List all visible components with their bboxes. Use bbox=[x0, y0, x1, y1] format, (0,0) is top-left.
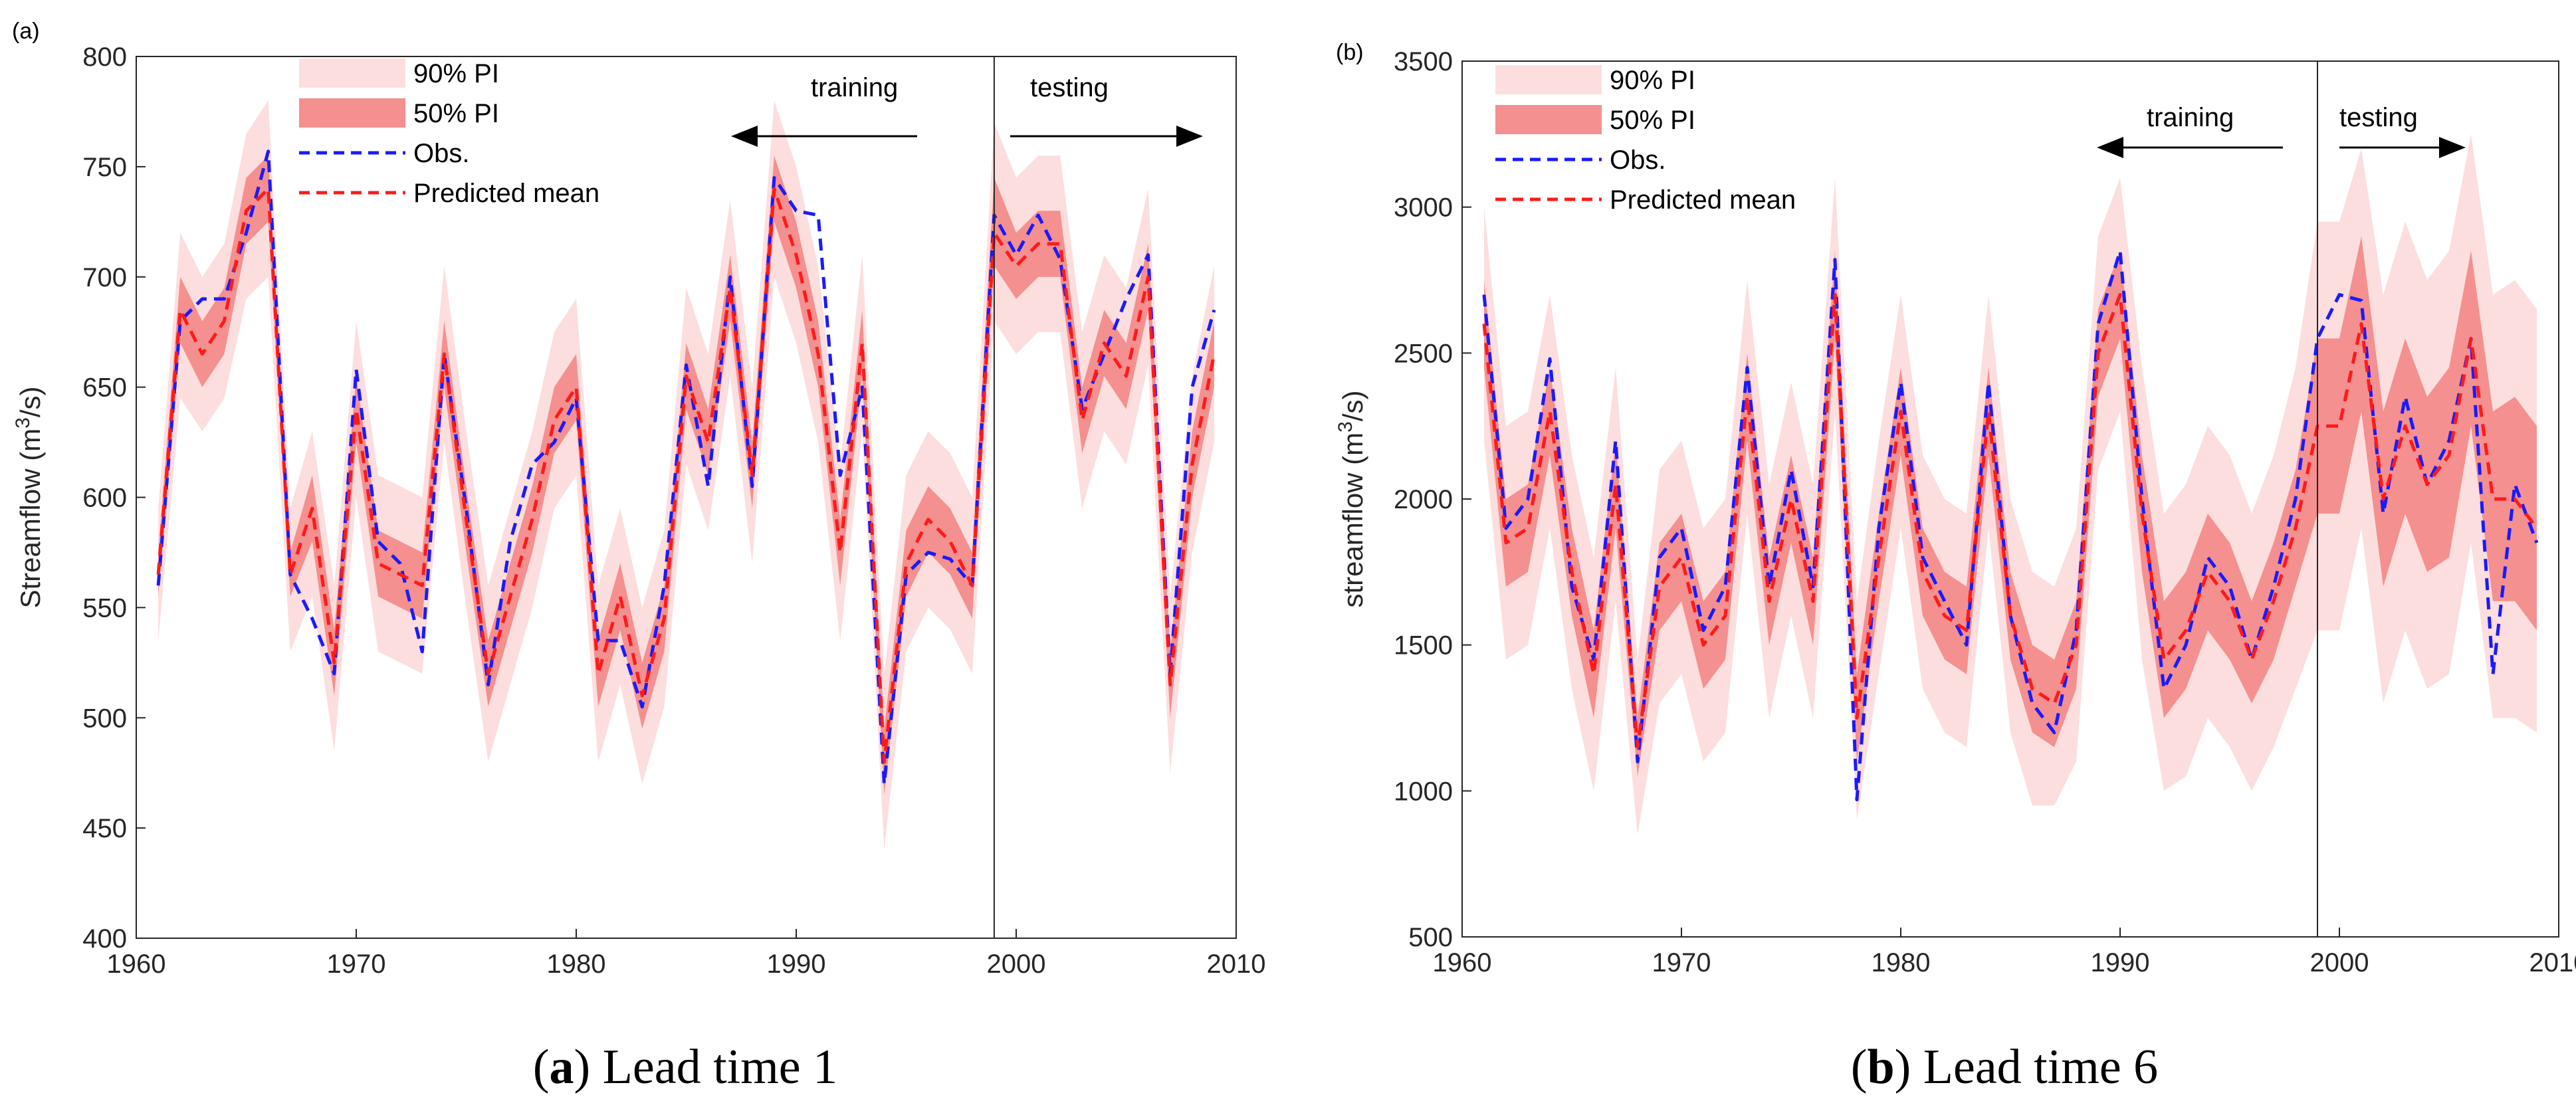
y-tick-label: 3500 bbox=[1394, 47, 1453, 76]
obs-line bbox=[156, 150, 1216, 786]
x-tick-label: 1990 bbox=[2091, 948, 2150, 977]
x-tick-label: 1960 bbox=[107, 950, 166, 979]
panel-b-caption: (b) Lead time 6 bbox=[1851, 1040, 2158, 1094]
legend-label-50pi: 50% PI bbox=[413, 99, 499, 128]
panel-b-training-arrowhead bbox=[2097, 137, 2123, 158]
panel-a-testing-arrowhead bbox=[1176, 126, 1203, 147]
legend-swatch-50pi bbox=[1495, 105, 1602, 134]
legend-swatch-50pi bbox=[299, 98, 405, 128]
y-tick-label: 750 bbox=[82, 153, 127, 182]
y-tick-label: 700 bbox=[82, 263, 127, 292]
y-tick-label: 500 bbox=[1408, 923, 1453, 952]
panel-b-y-ticks: 500 1000 1500 2000 2500 3000 3500 bbox=[1394, 47, 1471, 952]
predicted-mean-line bbox=[1482, 293, 2538, 749]
legend-label-mean: Predicted mean bbox=[413, 179, 599, 208]
x-tick-label: 1970 bbox=[1652, 948, 1711, 977]
panel-a-bands bbox=[158, 100, 1214, 851]
panel-b-y-axis-label: streamflow (m3/s) bbox=[1335, 390, 1368, 607]
panel-a-y-ticks: 400 450 500 550 600 650 700 750 800 bbox=[82, 43, 146, 953]
panel-b: 1960 1970 1980 1990 2000 2010 500 1000 1500 2000… bbox=[1335, 40, 2576, 1094]
panel-a-training-arrowhead bbox=[731, 126, 758, 147]
y-tick-label: 600 bbox=[82, 484, 127, 513]
panel-a-training-label: training bbox=[811, 73, 898, 102]
pi90-band bbox=[158, 100, 1214, 851]
y-tick-label: 1500 bbox=[1394, 631, 1453, 660]
x-tick-label: 1960 bbox=[1433, 948, 1492, 977]
y-tick-label: 450 bbox=[82, 814, 127, 843]
legend-label-90pi: 90% PI bbox=[1610, 66, 1695, 95]
panel-a-caption: (a) Lead time 1 bbox=[533, 1040, 837, 1094]
y-tick-label: 2500 bbox=[1394, 339, 1453, 368]
panel-b-testing-arrowhead bbox=[2439, 137, 2466, 158]
y-tick-label: 1000 bbox=[1394, 777, 1453, 806]
y-tick-label: 800 bbox=[82, 43, 127, 72]
panel-a-testing-label: testing bbox=[1030, 73, 1109, 102]
legend-swatch-90pi bbox=[299, 58, 405, 88]
legend-label-obs: Obs. bbox=[1610, 146, 1665, 175]
x-tick-label: 1980 bbox=[1872, 948, 1931, 977]
y-tick-label: 500 bbox=[82, 704, 127, 733]
legend-swatch-90pi bbox=[1495, 65, 1602, 94]
x-tick-label: 2010 bbox=[1207, 950, 1266, 979]
y-tick-label: 650 bbox=[82, 373, 127, 403]
panel-b-training-label: training bbox=[2147, 103, 2234, 132]
x-tick-label: 2000 bbox=[987, 950, 1046, 979]
panel-b-x-ticks: 1960 1970 1980 1990 2000 2010 bbox=[1433, 928, 2576, 977]
panel-b-testing-label: testing bbox=[2339, 103, 2418, 132]
y-tick-label: 3000 bbox=[1394, 193, 1453, 223]
x-tick-label: 2000 bbox=[2310, 948, 2369, 977]
x-tick-label: 1980 bbox=[547, 950, 606, 979]
predicted-mean-line bbox=[156, 187, 1216, 764]
y-tick-label: 400 bbox=[82, 924, 127, 953]
panel-b-legend: 90% PI 50% PI Obs. Predicted mean bbox=[1495, 65, 1796, 215]
legend-label-90pi: 90% PI bbox=[413, 59, 499, 88]
panel-a-label: (a) bbox=[12, 19, 40, 44]
panel-b-lines bbox=[1482, 249, 2539, 801]
panel-a-y-axis-label: Streamflow (m3/s) bbox=[12, 386, 46, 608]
x-tick-label: 1970 bbox=[327, 950, 386, 979]
panel-a-legend: 90% PI 50% PI Obs. Predicted mean bbox=[299, 58, 599, 208]
y-tick-label: 550 bbox=[82, 593, 127, 623]
x-tick-label: 2010 bbox=[2529, 948, 2576, 977]
panel-a-lines bbox=[156, 150, 1216, 786]
panel-a: 1960 1970 1980 1990 2000 2010 400 450 500 550 600… bbox=[12, 19, 1265, 1094]
legend-label-obs: Obs. bbox=[413, 139, 469, 168]
y-tick-label: 2000 bbox=[1394, 485, 1453, 514]
legend-label-50pi: 50% PI bbox=[1610, 106, 1695, 135]
panel-a-x-ticks: 1960 1970 1980 1990 2000 2010 bbox=[107, 929, 1266, 979]
panel-b-label: (b) bbox=[1336, 40, 1364, 65]
x-tick-label: 1990 bbox=[767, 950, 826, 979]
legend-label-mean: Predicted mean bbox=[1610, 185, 1796, 215]
